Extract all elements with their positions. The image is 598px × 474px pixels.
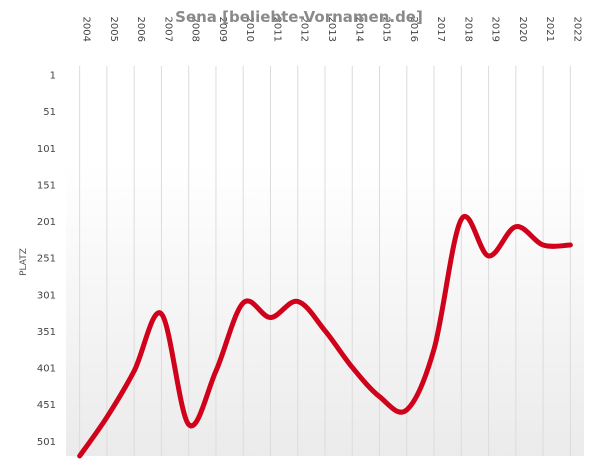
x-tick-label: 2016 (408, 17, 419, 42)
x-tick-label: 2014 (353, 17, 364, 42)
y-tick-label: 401 (37, 364, 56, 375)
x-tick-label: 2006 (135, 17, 146, 42)
x-axis-labels: 2004 2005 2006 2007 2008 2009 2010 2011 2012 2013… (81, 17, 583, 42)
x-tick-label: 2019 (490, 17, 501, 42)
x-tick-label: 2020 (517, 17, 528, 42)
x-tick-label: 2018 (462, 17, 473, 42)
y-tick-label: 51 (43, 107, 56, 118)
y-tick-label: 301 (37, 290, 56, 301)
y-tick-label: 101 (37, 144, 56, 155)
y-tick-label: 201 (37, 217, 56, 228)
y-tick-label: 451 (37, 400, 56, 411)
x-tick-label: 2010 (244, 17, 255, 42)
y-axis-title: PLATZ (19, 248, 29, 276)
y-tick-label: 151 (37, 180, 56, 191)
x-tick-label: 2004 (81, 17, 92, 42)
y-tick-label: 1 (50, 71, 56, 82)
x-tick-label: 2009 (217, 17, 228, 42)
x-tick-label: 2007 (162, 17, 173, 42)
x-tick-label: 2013 (326, 17, 337, 42)
x-tick-label: 2015 (381, 17, 392, 42)
y-tick-label: 351 (37, 327, 56, 338)
x-tick-label: 2011 (271, 17, 282, 42)
x-tick-label: 2012 (299, 17, 310, 42)
y-tick-label: 251 (37, 254, 56, 265)
x-tick-label: 2005 (108, 17, 119, 42)
chart-title: Sena [beliebte-Vornamen.de] (175, 8, 423, 26)
gridlines (79, 66, 571, 456)
series-group (77, 213, 573, 459)
y-tick-label: 501 (37, 437, 56, 448)
x-tick-label: 2008 (190, 17, 201, 42)
x-tick-label: 2017 (435, 17, 446, 42)
x-tick-label: 2022 (571, 17, 582, 42)
x-tick-label: 2021 (544, 17, 555, 42)
series-line (77, 213, 573, 459)
